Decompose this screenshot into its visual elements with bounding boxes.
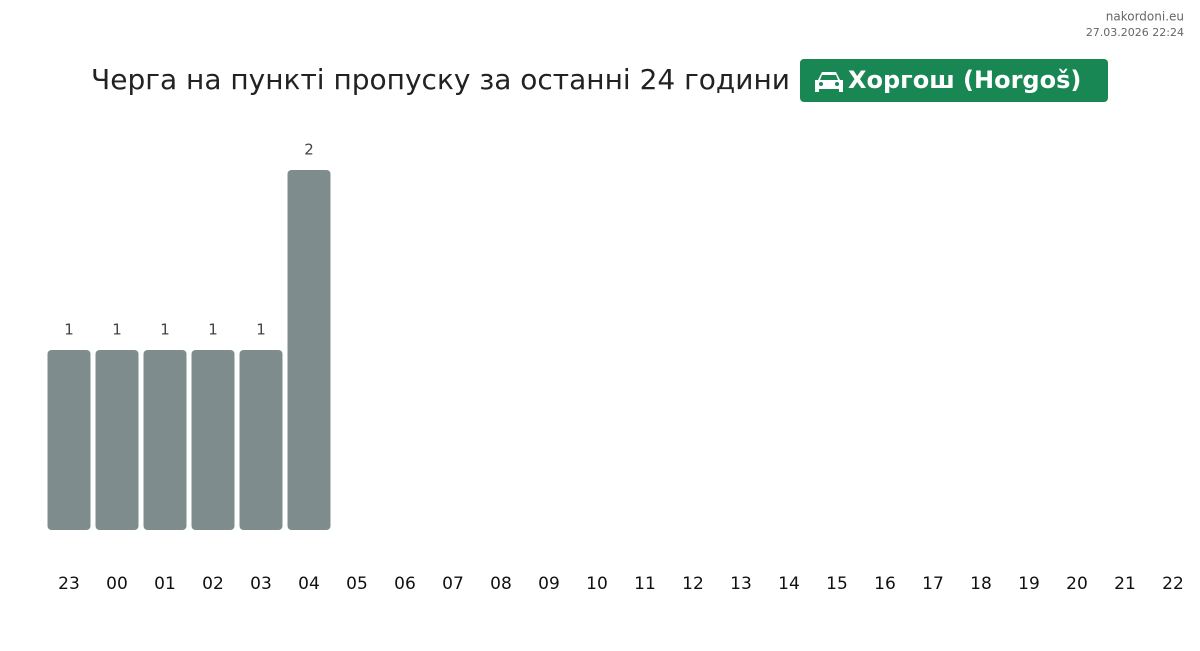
bar xyxy=(47,350,91,530)
car-icon xyxy=(815,72,843,92)
value-label: 1 xyxy=(208,321,218,339)
chart-title: Черга на пункті пропуску за останні 24 г… xyxy=(91,63,790,96)
value-label: 1 xyxy=(256,321,266,339)
x-tick-label: 11 xyxy=(634,574,656,594)
x-tick-label: 02 xyxy=(202,574,224,594)
x-tick-label: 03 xyxy=(250,574,272,594)
value-label: 1 xyxy=(64,321,74,339)
x-tick-label: 14 xyxy=(778,574,800,594)
x-tick-label: 08 xyxy=(490,574,512,594)
x-tick-label: 09 xyxy=(538,574,560,594)
x-tick-label: 18 xyxy=(970,574,992,594)
value-label: 1 xyxy=(160,321,170,339)
x-tick-label: 01 xyxy=(154,574,176,594)
source: nakordoni.eu xyxy=(1106,10,1184,24)
x-tick-label: 17 xyxy=(922,574,944,594)
bar xyxy=(191,350,235,530)
x-tick-label: 19 xyxy=(1018,574,1040,594)
x-tick-label: 04 xyxy=(298,574,320,594)
bar xyxy=(95,350,139,530)
x-tick-label: 00 xyxy=(106,574,128,594)
bar xyxy=(239,350,283,530)
x-tick-label: 12 xyxy=(682,574,704,594)
value-label: 1 xyxy=(112,321,122,339)
timestamp: 27.03.2026 22:24 xyxy=(1086,26,1184,39)
badge-background xyxy=(800,59,1108,102)
x-tick-label: 22 xyxy=(1162,574,1184,594)
x-tick-label: 07 xyxy=(442,574,464,594)
x-tick-label: 06 xyxy=(394,574,416,594)
x-tick-label: 21 xyxy=(1114,574,1136,594)
x-tick-label: 10 xyxy=(586,574,608,594)
badge-text: Хоргош (Horgoš) xyxy=(848,66,1081,94)
x-tick-label: 23 xyxy=(58,574,80,594)
x-tick-label: 05 xyxy=(346,574,368,594)
x-tick-label: 16 xyxy=(874,574,896,594)
bar xyxy=(143,350,187,530)
x-tick-label: 20 xyxy=(1066,574,1088,594)
x-tick-label: 15 xyxy=(826,574,848,594)
bar xyxy=(287,170,331,530)
x-tick-label: 13 xyxy=(730,574,752,594)
value-label: 2 xyxy=(304,141,314,159)
